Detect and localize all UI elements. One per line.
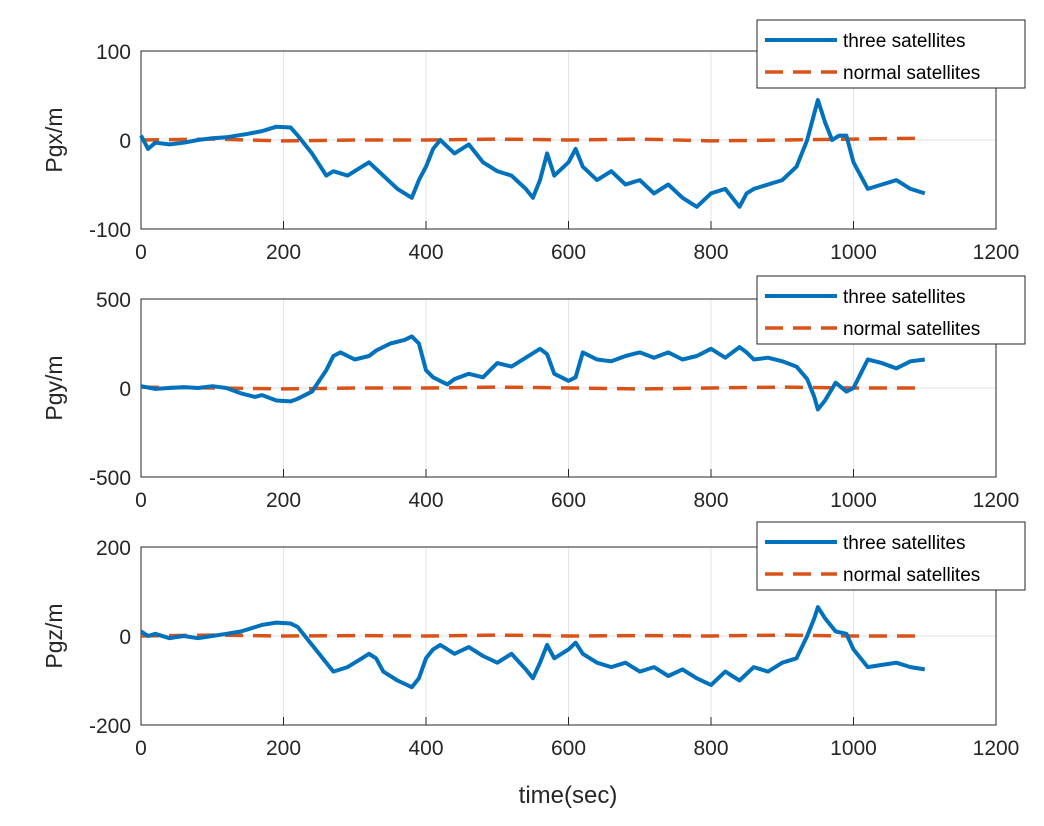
- x-tick-label: 200: [266, 241, 301, 264]
- legend: three satellites normal satellites: [756, 275, 1026, 345]
- y-axis-label: Pgx/m: [41, 107, 67, 172]
- legend-box: [756, 19, 1026, 89]
- y-tick-label: 100: [96, 41, 131, 64]
- x-tick-label: 1000: [830, 737, 877, 760]
- x-tick-label: 1200: [973, 241, 1020, 264]
- x-axis-label: time(sec): [519, 782, 618, 809]
- series-line-normal-satellites: [140, 633, 925, 638]
- legend-label: three satellites: [843, 31, 966, 52]
- legend-box: [756, 521, 1026, 591]
- x-tick-label: 200: [266, 737, 301, 760]
- legend-label: normal satellites: [843, 319, 980, 340]
- series-line-normal-satellites: [140, 385, 925, 391]
- legend-label: normal satellites: [843, 63, 980, 84]
- y-tick-label: 0: [119, 378, 131, 401]
- x-tick-label: 400: [408, 737, 443, 760]
- series-line-normal-satellites: [140, 136, 925, 143]
- x-tick-label: 1200: [973, 737, 1020, 760]
- x-tick-label: 600: [551, 489, 586, 512]
- x-tick-label: 800: [693, 489, 728, 512]
- x-tick-label: 800: [693, 241, 728, 264]
- x-tick-label: 0: [135, 737, 147, 760]
- x-tick-label: 1000: [830, 241, 877, 264]
- x-tick-label: 600: [551, 737, 586, 760]
- x-tick-label: 400: [408, 489, 443, 512]
- x-tick-label: 200: [266, 489, 301, 512]
- x-tick-label: 1000: [830, 489, 877, 512]
- x-tick-label: 0: [135, 241, 147, 264]
- series-line-three-satellites: [139, 605, 926, 690]
- legend-label: three satellites: [843, 287, 966, 308]
- y-tick-label: -100: [89, 219, 131, 242]
- subplot-pgy: 0 200 400 600 800 1000 1200-5000500Pgy/mthree …: [41, 275, 1026, 512]
- subplot-pgx: 0 200 400 600 800 1000 1200-1000100Pgx/mthree …: [41, 19, 1026, 264]
- y-tick-label: -200: [89, 715, 131, 738]
- series-line-three-satellites: [139, 98, 926, 209]
- y-axis-label: Pgz/m: [41, 603, 67, 668]
- y-tick-label: 0: [119, 130, 131, 153]
- y-tick-label: 500: [96, 289, 131, 312]
- x-tick-label: 400: [408, 241, 443, 264]
- legend: three satellites normal satellites: [756, 521, 1026, 591]
- x-tick-label: 600: [551, 241, 586, 264]
- x-tick-label: 1200: [973, 489, 1020, 512]
- series-line-three-satellites: [140, 334, 926, 412]
- y-axis-label: Pgy/m: [41, 355, 67, 420]
- y-tick-label: 0: [119, 626, 131, 649]
- legend-box: [756, 275, 1026, 345]
- x-tick-label: 800: [693, 737, 728, 760]
- y-tick-label: -500: [89, 467, 131, 490]
- legend-label: three satellites: [843, 533, 966, 554]
- subplot-pgz: 0 200 400 600 800 1000 1200-2000200Pgz/mthree …: [41, 521, 1026, 760]
- x-tick-label: 0: [135, 489, 147, 512]
- legend-label: normal satellites: [843, 565, 980, 586]
- y-tick-label: 200: [96, 537, 131, 560]
- legend: three satellites normal satellites: [756, 19, 1026, 89]
